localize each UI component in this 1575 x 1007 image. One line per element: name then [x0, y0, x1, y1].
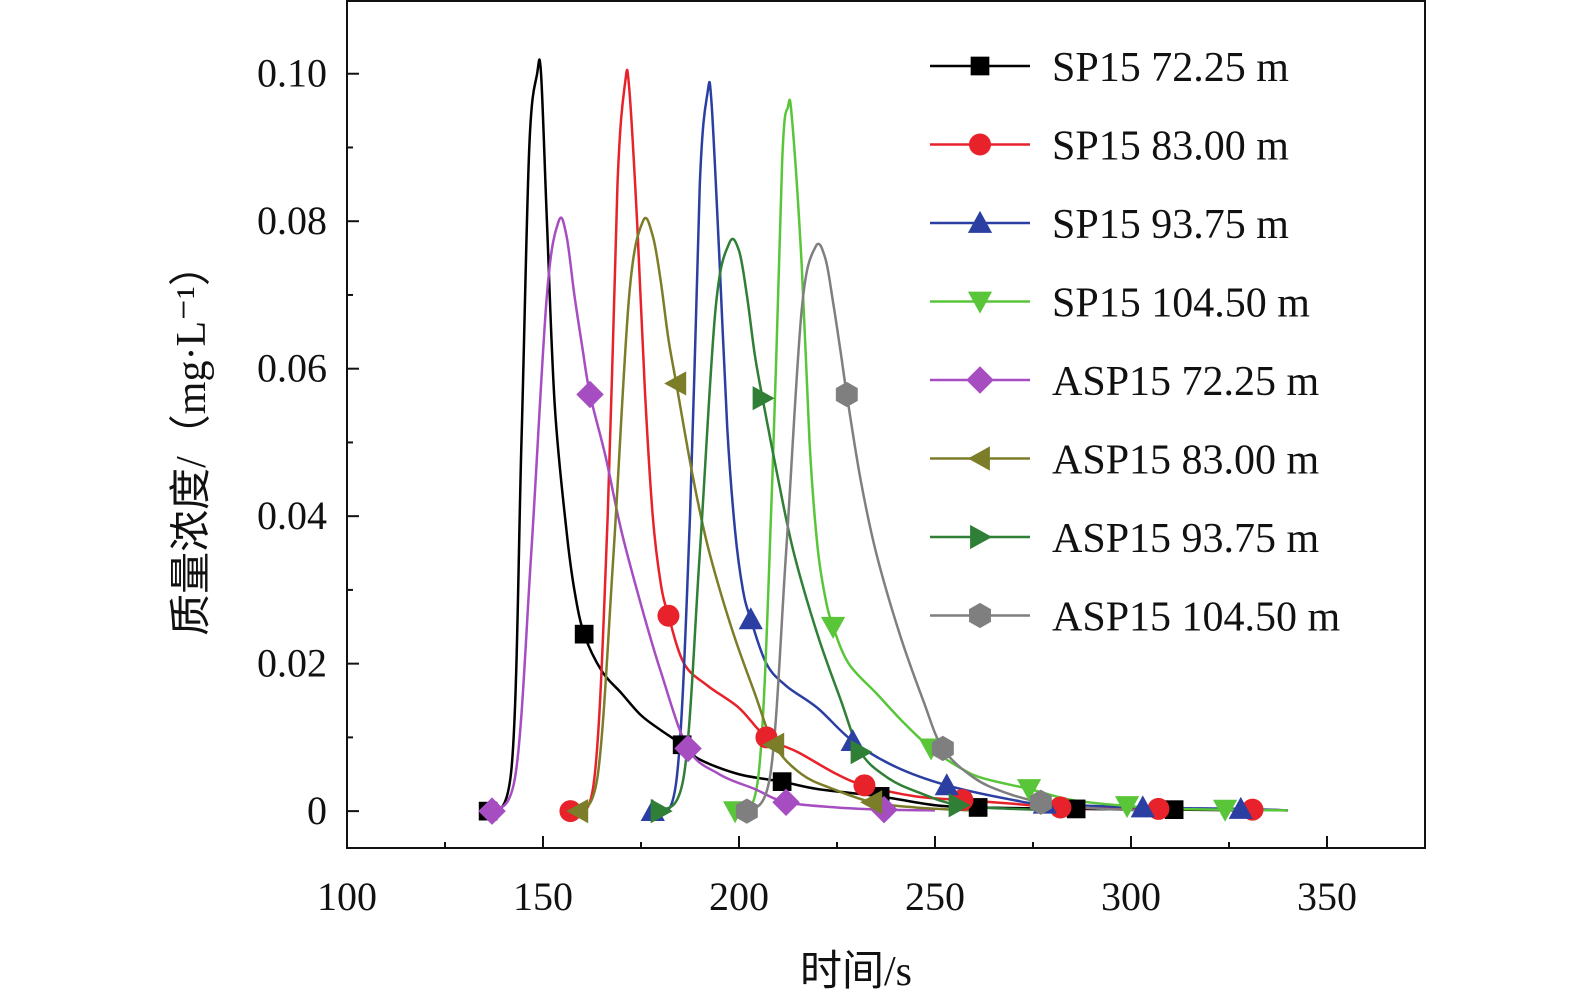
series-1-point: [968, 798, 988, 817]
series-line-1: [487, 58, 1249, 813]
series-markers: [478, 371, 1264, 825]
y-axis-title: 质量浓度/（mg·L⁻¹）: [169, 244, 215, 636]
legend-marker-5: [966, 366, 994, 394]
y-tick-label: 0.06: [257, 346, 327, 391]
series-4-point: [1114, 796, 1140, 819]
series-3-point: [934, 773, 959, 796]
y-tick-label: 0.02: [257, 641, 327, 686]
legend-marker-6: [967, 446, 990, 471]
series-7-point: [948, 793, 971, 818]
series-7-point: [850, 740, 873, 765]
series-6-point: [762, 732, 785, 757]
series-5-point: [576, 380, 604, 409]
series-2-point: [657, 604, 680, 627]
legend-marker-2: [969, 133, 991, 156]
x-tick-label: 200: [709, 874, 769, 919]
legend-marker-3: [967, 210, 993, 233]
x-tick-label: 250: [905, 874, 965, 919]
x-tick-label: 300: [1101, 874, 1161, 919]
legend-marker-8: [969, 602, 991, 629]
series-line-7: [659, 237, 1057, 813]
series-6-point: [664, 371, 687, 396]
x-tick-label: 350: [1297, 874, 1357, 919]
legend-label-2: SP15 83.00 m: [1052, 124, 1289, 170]
x-tick-label: 100: [317, 874, 377, 919]
series-line-3: [651, 81, 1288, 815]
series-1-point: [574, 624, 594, 644]
series-3-point: [1130, 795, 1155, 818]
legend: SP15 72.25 m SP15 83.00 m SP15 93.75 m SP15…: [930, 45, 1341, 641]
x-tick-label: 150: [513, 874, 573, 919]
legend-label-8: ASP15 104.50 m: [1052, 595, 1341, 641]
y-tick-label: 0.04: [257, 493, 327, 538]
y-tick-label: 0: [307, 788, 327, 833]
legend-marker-1: [970, 56, 990, 76]
legend-label-4: SP15 104.50 m: [1052, 281, 1310, 327]
series-line-5: [490, 216, 936, 813]
series-8-point: [735, 798, 758, 824]
series-5-point: [772, 788, 800, 817]
series-1-point: [1066, 799, 1086, 819]
series-6-point: [566, 799, 589, 824]
series-lines: [487, 58, 1288, 815]
y-tick-label: 0.08: [257, 198, 327, 243]
x-axis-title: 时间/s: [800, 949, 912, 995]
series-line-8: [745, 242, 1139, 813]
plot-frame: [346, 0, 1426, 849]
legend-label-6: ASP15 83.00 m: [1052, 438, 1320, 484]
legend-label-3: SP15 93.75 m: [1052, 202, 1289, 248]
series-7-point: [650, 799, 673, 824]
series-4-point: [820, 616, 846, 639]
series-8-point: [1029, 789, 1052, 815]
series-3-point: [1228, 796, 1253, 819]
series-1-point: [772, 772, 792, 791]
series-5-point: [478, 797, 506, 825]
axes-ticks: [346, 72, 1328, 848]
legend-label-5: ASP15 72.25 m: [1052, 359, 1320, 405]
series-7-point: [752, 386, 775, 411]
legend-marker-4: [967, 291, 993, 314]
series-3-point: [738, 607, 763, 630]
series-8-point: [835, 381, 858, 408]
y-tick-label: 0.10: [257, 51, 327, 96]
series-1-point: [1164, 800, 1184, 820]
tick-labels: 100 150 200 250 300 350 0 0.02 0.04 0.06 0.08 0.10: [257, 51, 1357, 919]
series-6-point: [860, 790, 883, 815]
series-2-point: [853, 774, 876, 797]
legend-label-1: SP15 72.25 m: [1052, 45, 1289, 91]
series-5-point: [674, 734, 702, 763]
series-4-point: [1212, 799, 1238, 822]
legend-label-7: ASP15 93.75 m: [1052, 516, 1320, 562]
series-8-point: [931, 735, 954, 762]
legend-marker-7: [970, 524, 993, 550]
plot-border: [346, 0, 1426, 849]
series-4-point: [1016, 779, 1042, 802]
series-line-6: [577, 216, 971, 812]
